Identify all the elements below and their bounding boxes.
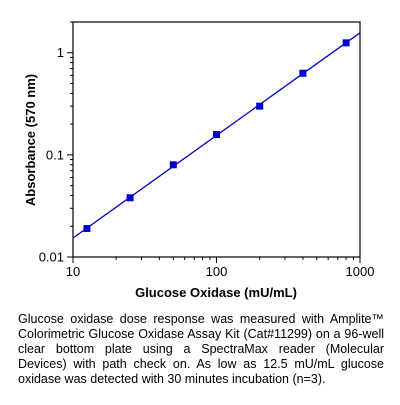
plot-frame — [72, 21, 361, 258]
data-point — [256, 102, 264, 110]
y-tick-label: 0.01 — [39, 250, 64, 265]
data-point — [299, 69, 307, 77]
data-point — [83, 225, 91, 233]
x-axis-title: Glucose Oxidase (mU/mL) — [135, 285, 297, 300]
y-axis-title: Absorbance (570 nm) — [23, 74, 38, 206]
x-tick-label: 10 — [66, 264, 80, 279]
data-point — [126, 194, 134, 202]
ticks: 10 100 1000 0.01 0.1 1 — [39, 21, 375, 279]
data-point — [169, 161, 177, 169]
x-tick-label: 1000 — [346, 264, 375, 279]
data-point — [213, 131, 220, 139]
x-tick-label: 100 — [206, 264, 228, 279]
marks — [72, 32, 361, 239]
chart: 10 100 1000 0.01 0.1 1 Glucose Oxidase (mU/mL… — [23, 21, 375, 300]
y-tick-label: 0.1 — [46, 147, 64, 162]
data-point — [342, 39, 350, 47]
y-tick-label: 1 — [57, 45, 64, 60]
figure-caption: Glucose oxidase dose response was measur… — [18, 312, 384, 386]
